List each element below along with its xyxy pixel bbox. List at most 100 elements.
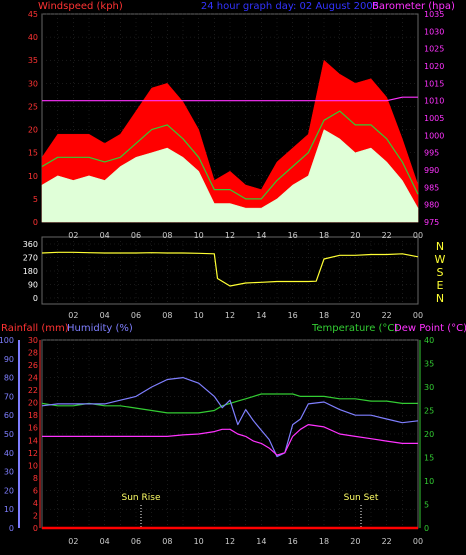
humidity-tick-label: 20 — [4, 486, 14, 495]
windspeed-tick-label: 25 — [28, 102, 38, 111]
x-tick-label: 14 — [256, 231, 266, 240]
barometer-tick-label: 1000 — [424, 131, 444, 140]
x-tick-label: 18 — [319, 311, 329, 320]
x-tick-label: 14 — [256, 311, 266, 320]
x-tick-label: 04 — [100, 537, 110, 546]
humidity-tick-label: 40 — [4, 449, 14, 458]
x-tick-label: 04 — [100, 231, 110, 240]
rainfall-tick-label: 24 — [28, 374, 38, 383]
rainfall-tick-label: 10 — [28, 461, 38, 470]
barometer-tick-label: 1035 — [424, 10, 444, 19]
x-tick-label: 06 — [131, 231, 141, 240]
barometer-axis-title: Barometer (hpa) — [372, 1, 455, 12]
compass-label: E — [437, 279, 444, 292]
x-tick-label: 18 — [319, 231, 329, 240]
rainfall-tick-label: 28 — [28, 349, 38, 358]
temperature-tick-label: 35 — [424, 360, 434, 369]
rainfall-tick-label: 26 — [28, 361, 38, 370]
x-tick-label: 22 — [382, 311, 392, 320]
rainfall-tick-label: 8 — [33, 474, 38, 483]
temperature-tick-label: 15 — [424, 454, 434, 463]
humidity-tick-label: 10 — [4, 505, 14, 514]
barometer-tick-label: 1010 — [424, 97, 444, 106]
rainfall-tick-label: 22 — [28, 386, 38, 395]
compass-label: S — [437, 266, 444, 279]
x-tick-label: 22 — [382, 537, 392, 546]
sunset-label: Sun Set — [344, 493, 379, 503]
x-tick-label: 20 — [350, 231, 360, 240]
rainfall-tick-label: 20 — [28, 399, 38, 408]
temperature-tick-label: 25 — [424, 407, 434, 416]
direction-tick-label: 180 — [23, 267, 38, 276]
x-tick-label: 18 — [319, 537, 329, 546]
x-tick-label: 10 — [194, 537, 204, 546]
sunrise-label: Sun Rise — [122, 493, 161, 503]
x-tick-label: 12 — [225, 537, 235, 546]
windspeed-tick-label: 40 — [28, 33, 38, 42]
x-tick-label: 12 — [225, 311, 235, 320]
barometer-tick-label: 1005 — [424, 114, 444, 123]
rainfall-tick-label: 14 — [28, 436, 38, 445]
barometer-tick-label: 1015 — [424, 79, 444, 88]
dewpoint-line — [42, 424, 418, 456]
windspeed-tick-label: 15 — [28, 149, 38, 158]
temperature-tick-label: 5 — [424, 501, 429, 510]
humidity-tick-label: 70 — [4, 392, 14, 401]
series-layer — [41, 59, 419, 530]
direction-tick-label: 270 — [23, 254, 38, 263]
temperature-tick-label: 40 — [424, 336, 434, 345]
windspeed-tick-label: 30 — [28, 79, 38, 88]
rainfall-tick-label: 0 — [33, 524, 38, 533]
rainfall-tick-label: 12 — [28, 449, 38, 458]
x-tick-label: 22 — [382, 231, 392, 240]
temperature-tick-label: 10 — [424, 477, 434, 486]
direction-tick-label: 0 — [33, 294, 38, 303]
x-tick-label: 06 — [131, 537, 141, 546]
compass-label: N — [436, 240, 444, 253]
rainfall-tick-label: 16 — [28, 424, 38, 433]
barometer-tick-label: 990 — [424, 166, 439, 175]
x-tick-label: 20 — [350, 311, 360, 320]
rainfall-tick-label: 30 — [28, 336, 38, 345]
humidity-tick-label: 30 — [4, 468, 14, 477]
x-tick-label: 14 — [256, 537, 266, 546]
windspeed-tick-label: 0 — [33, 218, 38, 227]
x-tick-label: 02 — [68, 311, 78, 320]
x-tick-label: 06 — [131, 311, 141, 320]
windspeed-area — [41, 129, 419, 223]
humidity-line — [41, 377, 419, 458]
x-tick-label: 16 — [288, 537, 298, 546]
temperature-tick-label: 20 — [424, 430, 434, 439]
rainfall-tick-label: 18 — [28, 411, 38, 420]
windspeed-axis-title: Windspeed (kph) — [38, 1, 123, 12]
x-tick-label: 20 — [350, 537, 360, 546]
wind-direction-line — [41, 251, 419, 287]
compass-label: N — [436, 292, 444, 305]
humidity-tick-label: 0 — [9, 524, 14, 533]
barometer-tick-label: 995 — [424, 149, 439, 158]
rainfall-tick-label: 4 — [33, 499, 38, 508]
temperature-tick-label: 30 — [424, 383, 434, 392]
x-tick-label: 00 — [413, 231, 423, 240]
x-tick-label: 00 — [413, 537, 423, 546]
humidity-tick-label: 100 — [0, 336, 14, 345]
windspeed-tick-label: 10 — [28, 172, 38, 181]
compass-label: W — [435, 253, 446, 266]
windspeed-tick-label: 35 — [28, 56, 38, 65]
x-tick-label: 10 — [194, 231, 204, 240]
x-tick-label: 16 — [288, 311, 298, 320]
barometer-tick-label: 980 — [424, 201, 439, 210]
barometer-tick-label: 1020 — [424, 62, 444, 71]
x-tick-label: 00 — [413, 311, 423, 320]
humidity-axis-title: Humidity (%) — [67, 323, 133, 334]
windspeed-tick-label: 20 — [28, 126, 38, 135]
x-tick-label: 02 — [68, 537, 78, 546]
tick-label-layer: 0510152025303540459759809859909951000100… — [0, 10, 446, 546]
x-tick-label: 08 — [162, 231, 172, 240]
temperature-line — [41, 393, 418, 414]
temperature-axis-title: Temperature (°C) — [311, 323, 398, 334]
humidity-tick-label: 60 — [4, 411, 14, 420]
dewpoint-axis-title: Dew Point (°C) — [394, 323, 466, 334]
